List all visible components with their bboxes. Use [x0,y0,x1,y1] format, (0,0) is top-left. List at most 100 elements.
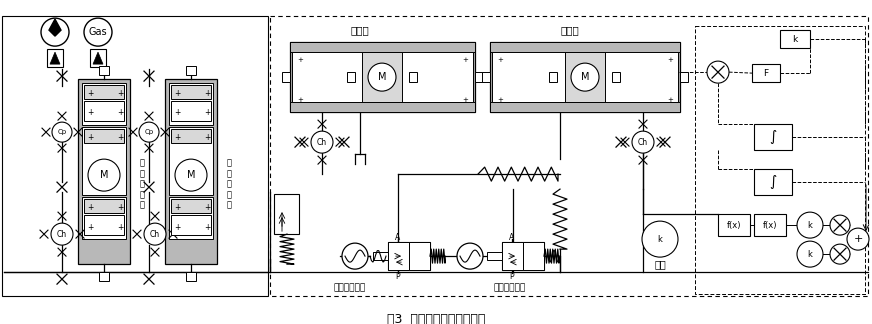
Bar [186,66,196,75]
Text: f(x): f(x) [726,221,741,230]
Bar [84,129,124,143]
Text: +: + [174,133,181,142]
Bar [388,242,430,270]
Bar [680,72,688,82]
Text: +: + [667,57,673,63]
Circle shape [88,159,120,191]
Circle shape [368,63,396,91]
Circle shape [797,212,823,238]
Text: A: A [395,233,400,242]
Text: +: + [204,108,210,117]
Circle shape [144,223,166,245]
Text: +: + [204,202,210,212]
Bar [388,242,409,270]
Text: Cp: Cp [145,129,153,135]
Text: +: + [117,89,123,98]
Circle shape [642,221,678,257]
Bar [502,242,523,270]
Circle shape [707,61,729,83]
Text: M: M [99,170,108,180]
Bar [171,129,211,143]
Circle shape [797,241,823,267]
Text: +: + [854,234,862,244]
Circle shape [830,215,850,235]
Bar [565,52,605,102]
Bar [290,42,475,112]
Text: +: + [87,89,93,98]
Text: +: + [667,97,673,103]
Bar [99,272,109,281]
Polygon shape [93,52,103,64]
Text: +: + [462,97,468,103]
Bar [752,64,780,82]
Circle shape [847,228,869,250]
Text: Gas: Gas [89,27,107,37]
Bar [487,252,502,260]
Circle shape [175,159,207,191]
Text: +: + [174,223,181,232]
Text: +: + [87,108,93,117]
Text: 增压器: 增压器 [351,25,370,35]
Bar [78,79,130,264]
Text: M: M [187,170,195,180]
Text: ∫: ∫ [769,130,777,144]
Bar [718,214,750,236]
Circle shape [632,131,654,153]
Bar [171,101,211,121]
Text: k: k [807,249,813,259]
Circle shape [830,244,850,264]
Text: +: + [174,89,181,98]
Circle shape [311,131,333,153]
Bar [362,52,402,102]
Bar [171,85,211,99]
Bar [292,52,473,102]
Bar [373,252,388,260]
Circle shape [52,122,72,142]
Text: +: + [204,133,210,142]
Bar [754,169,792,195]
Bar [165,79,217,264]
Bar [171,215,211,235]
Bar [409,242,430,270]
Circle shape [139,122,159,142]
Bar [169,83,213,125]
Bar [490,42,680,112]
Text: P: P [510,272,514,281]
Text: +: + [87,202,93,212]
Bar [754,214,786,236]
Bar [492,52,678,102]
Circle shape [342,243,368,269]
Text: +: + [297,57,303,63]
Bar [475,72,483,82]
Bar [523,242,544,270]
Bar [47,49,63,67]
Text: 负载: 负载 [654,259,666,269]
Circle shape [41,18,69,46]
Bar [290,102,475,112]
Text: k: k [807,221,813,230]
Text: 压射缸进液阀: 压射缸进液阀 [494,284,526,293]
Text: k: k [657,235,663,244]
Bar [82,127,126,195]
Text: +: + [117,223,123,232]
Bar [274,194,299,234]
Bar [282,72,290,82]
Bar [502,242,544,270]
Text: Ch: Ch [317,138,327,147]
Bar [490,42,680,52]
Circle shape [571,63,599,91]
Bar [290,42,475,52]
Bar [84,199,124,213]
Bar [84,85,124,99]
Text: 压射缸: 压射缸 [561,25,579,35]
Text: 增
压
蓄
能
器: 增 压 蓄 能 器 [227,159,231,209]
Bar [549,72,557,82]
Text: F: F [764,69,768,78]
Bar [169,197,213,239]
Bar [482,72,490,82]
Bar [347,72,355,82]
Text: 压
射
蓄
能
器: 压 射 蓄 能 器 [140,159,145,209]
Text: +: + [117,108,123,117]
Text: +: + [87,223,93,232]
Bar [409,72,417,82]
